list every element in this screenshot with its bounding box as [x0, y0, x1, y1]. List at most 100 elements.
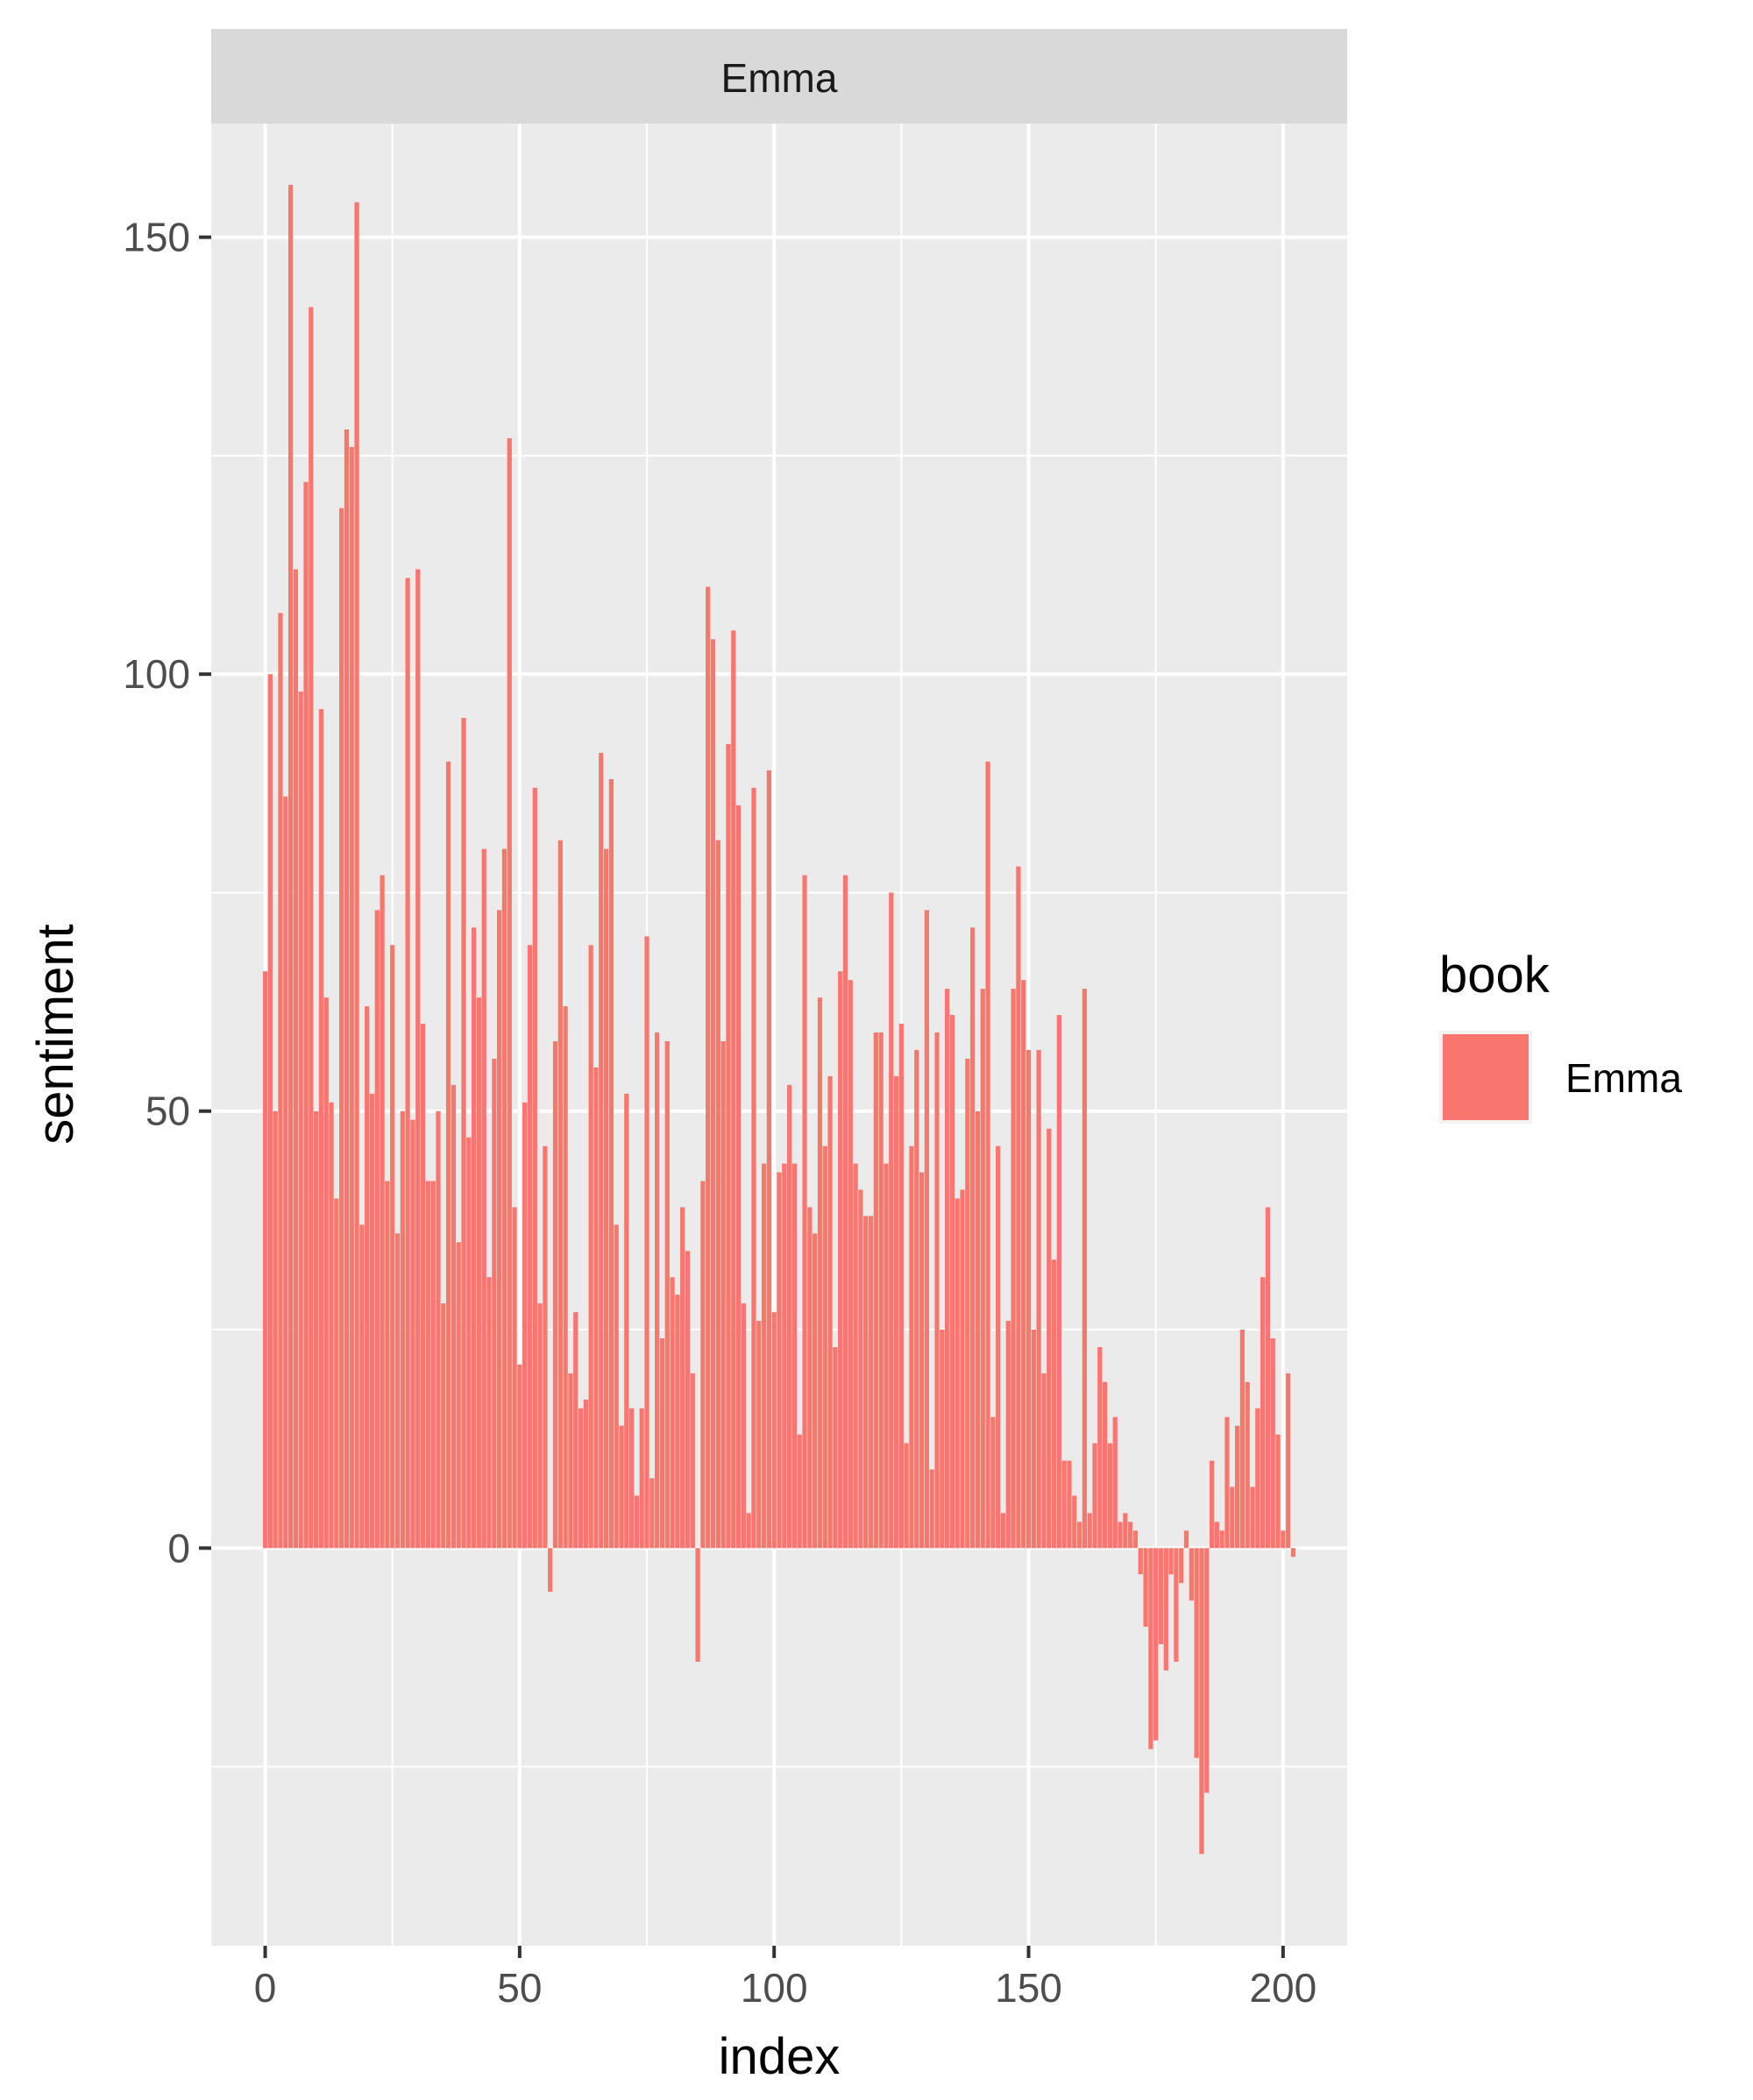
bar [608, 778, 614, 1549]
bar [884, 1163, 889, 1549]
bar [334, 1198, 339, 1549]
bar [838, 971, 843, 1549]
bar [1061, 1460, 1067, 1549]
bar [664, 1040, 670, 1549]
bar [1051, 1259, 1057, 1549]
bar [1036, 1049, 1041, 1549]
bar [842, 875, 848, 1549]
bar [675, 1295, 680, 1549]
bar [756, 1321, 762, 1549]
x-tick-label: 200 [1249, 1965, 1317, 2011]
bar [720, 1040, 726, 1549]
y-tick-label: 100 [123, 651, 190, 697]
bar [405, 578, 410, 1549]
y-tick-label: 0 [167, 1525, 190, 1571]
bar [1031, 1330, 1036, 1549]
x-tick-label: 150 [995, 1965, 1062, 2011]
bar [940, 1330, 945, 1549]
bar [543, 1146, 548, 1549]
bar [873, 1032, 878, 1549]
bar [1255, 1408, 1260, 1549]
bar [1143, 1548, 1148, 1628]
bar [1158, 1548, 1164, 1644]
bar [537, 1303, 543, 1549]
bar [593, 1067, 599, 1549]
bar [1245, 1381, 1250, 1549]
y-axis-title: sentiment [27, 924, 84, 1144]
y-tick-label: 50 [145, 1089, 190, 1134]
bar [1123, 1513, 1128, 1549]
bar [791, 1163, 798, 1549]
bar [329, 1102, 334, 1549]
bar [761, 1163, 767, 1549]
bar [1183, 1530, 1189, 1549]
bar [746, 1513, 751, 1549]
x-axis-title: index [719, 2028, 841, 2085]
bar [557, 840, 563, 1549]
bar [904, 1443, 909, 1549]
bar [314, 1110, 319, 1549]
y-tick-label: 150 [123, 215, 190, 260]
bar [619, 1425, 624, 1549]
bar [385, 1181, 390, 1549]
bar [996, 1146, 1001, 1549]
bar [833, 1346, 838, 1549]
bar [817, 997, 823, 1549]
bar [303, 481, 309, 1549]
bar [1056, 1015, 1061, 1549]
bar [990, 1416, 996, 1549]
bar [425, 1181, 430, 1549]
bar [445, 761, 451, 1549]
bar [945, 989, 950, 1549]
bar [1026, 1049, 1032, 1549]
bar [293, 569, 298, 1549]
bar [802, 875, 807, 1549]
bar [603, 848, 609, 1549]
bar [298, 692, 303, 1549]
bar [451, 1084, 456, 1549]
bar [1179, 1548, 1184, 1584]
bar [323, 997, 329, 1549]
bar [868, 1216, 874, 1549]
legend-label: Emma [1565, 1055, 1682, 1101]
bar [441, 1303, 446, 1549]
bar [1112, 1416, 1118, 1549]
bar [822, 1146, 827, 1549]
bar [1097, 1346, 1103, 1549]
bar [273, 1110, 278, 1549]
x-tick-label: 0 [254, 1965, 277, 2011]
bar [1219, 1530, 1224, 1549]
bar [624, 1093, 629, 1549]
bar [1286, 1373, 1291, 1549]
facet-strip [211, 29, 1347, 124]
bar [415, 569, 421, 1549]
bar [649, 1478, 655, 1549]
bar [349, 446, 354, 1549]
bar [344, 429, 350, 1549]
bar [985, 761, 990, 1549]
bar [501, 848, 507, 1549]
bar [262, 971, 268, 1549]
bar [955, 1198, 960, 1549]
bar [1168, 1548, 1174, 1575]
bar [1199, 1548, 1204, 1855]
bar [374, 910, 380, 1549]
bar [893, 1075, 899, 1549]
bar [1041, 1373, 1047, 1549]
bar [481, 848, 486, 1549]
bar [532, 787, 537, 1549]
bar [354, 202, 359, 1549]
bar [1234, 1425, 1240, 1549]
bar [929, 1469, 934, 1549]
bar [706, 586, 711, 1549]
bar [1118, 1522, 1123, 1549]
bar [339, 507, 344, 1549]
bar [456, 1242, 461, 1549]
bar [924, 910, 929, 1549]
bar [390, 945, 395, 1549]
bar [599, 752, 604, 1549]
bar [476, 997, 482, 1549]
bar [1224, 1416, 1230, 1549]
